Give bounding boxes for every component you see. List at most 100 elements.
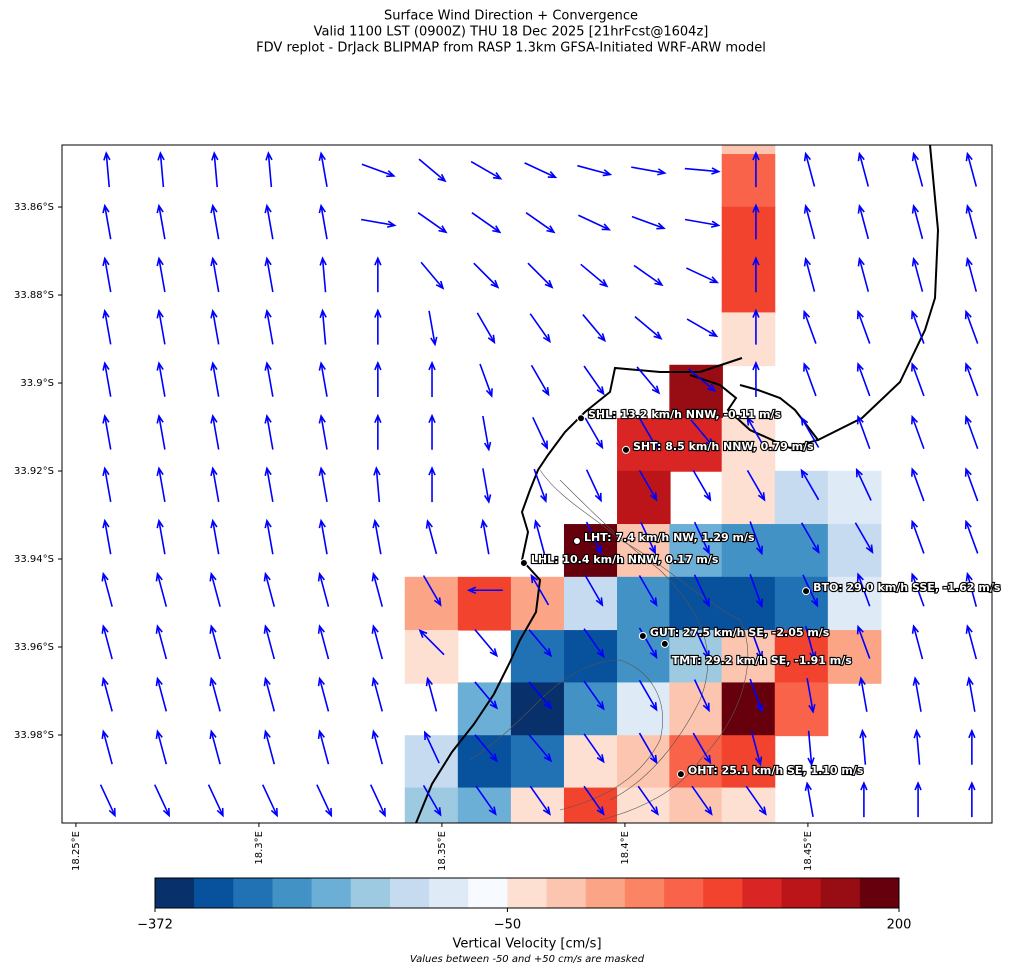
convergence-cell (617, 470, 671, 525)
wind-arrow (209, 729, 221, 765)
wind-arrow (102, 256, 112, 293)
wind-arrow (584, 417, 604, 450)
colorbar-swatch (272, 878, 312, 908)
wind-arrow (317, 676, 330, 712)
wind-arrow (856, 414, 871, 449)
wind-arrow (261, 784, 278, 818)
wind-arrow (209, 676, 221, 712)
wind-arrow (99, 784, 116, 818)
convergence-cell (721, 260, 776, 314)
wind-arrow (752, 203, 760, 240)
convergence-cell (721, 418, 776, 472)
wind-arrow (640, 521, 657, 555)
wind-arrow (638, 575, 658, 607)
convergence-cell (721, 576, 776, 631)
wind-arrow (749, 574, 763, 609)
x-tick-label: 18.25°E (71, 831, 82, 871)
convergence-cell (721, 470, 776, 525)
wind-arrow (911, 519, 925, 554)
wind-arrow (210, 203, 220, 240)
wind-arrow (582, 314, 607, 343)
y-tick-label: 33.92°S (14, 466, 54, 477)
wind-arrow (631, 166, 667, 176)
wind-arrow (418, 629, 445, 656)
wind-arrow (854, 522, 874, 554)
wind-arrow (692, 469, 712, 502)
wind-arrow (264, 256, 274, 293)
station-marker (802, 587, 811, 596)
coast-line (817, 145, 940, 441)
convergence-cell (721, 787, 776, 823)
wind-arrow (482, 415, 492, 452)
wind-arrow (533, 468, 548, 503)
colorbar-swatch (859, 878, 900, 908)
convergence-cell (774, 630, 829, 684)
colorbar-tick-label: 200 (887, 918, 912, 933)
wind-arrow (688, 368, 717, 393)
colorbar-swatch (585, 878, 626, 908)
wind-arrow (475, 785, 497, 816)
y-tick-label: 33.9°S (20, 378, 54, 389)
convergence-cell (617, 576, 671, 631)
colorbar-note: Values between -50 and +50 cm/s are mask… (410, 954, 645, 965)
convergence-cell (669, 364, 723, 419)
wind-arrow (264, 361, 274, 397)
convergence-cell (721, 312, 776, 367)
wind-arrow (482, 468, 492, 504)
wind-arrow (856, 309, 871, 344)
wind-arrow (156, 466, 166, 502)
wind-arrow (524, 162, 558, 179)
convergence-cell (827, 576, 882, 631)
wind-arrow (210, 308, 220, 345)
wind-arrow (361, 163, 396, 178)
wind-arrow (318, 151, 328, 187)
wind-arrow (577, 164, 613, 177)
wind-arrow (264, 308, 274, 345)
convergence-cell (563, 524, 618, 578)
wind-arrow (633, 264, 664, 287)
colorbar-tick-label: −372 (137, 918, 173, 933)
wind-arrow (856, 624, 871, 659)
plot-frame (61, 144, 993, 824)
wind-arrow (804, 781, 814, 818)
colorbar-swatch (820, 878, 861, 908)
wind-arrow (369, 784, 386, 818)
terrain-contour (559, 479, 709, 801)
convergence-cell (669, 630, 723, 684)
wind-arrow (686, 318, 719, 338)
convergence-cell (721, 735, 776, 789)
wind-arrow (583, 785, 605, 816)
wind-arrow (102, 466, 112, 502)
station-marker (638, 632, 647, 641)
convergence-cell (721, 630, 776, 684)
wind-arrow (209, 571, 221, 607)
wind-arrow (856, 572, 871, 607)
wind-arrow (210, 361, 220, 397)
wind-arrow (578, 214, 612, 231)
wind-arrow (371, 729, 384, 765)
wind-arrow (155, 624, 168, 660)
wind-arrow (858, 676, 868, 712)
wind-arrow (860, 781, 868, 818)
wind-arrow (423, 730, 440, 764)
station-marker (519, 558, 528, 567)
wind-arrow (374, 256, 382, 293)
wind-arrow (102, 414, 112, 450)
wind-arrow (428, 466, 436, 503)
station-marker (622, 445, 631, 454)
wind-arrow (156, 308, 166, 345)
wind-arrow (638, 679, 658, 712)
wind-arrow (318, 361, 328, 397)
wind-arrow (745, 785, 767, 816)
convergence-cell (827, 524, 882, 578)
wind-arrow (428, 413, 436, 450)
wind-arrow (318, 518, 328, 555)
x-tick-label: 18.4°E (620, 831, 631, 865)
wind-arrow (530, 364, 550, 397)
wind-arrow (102, 308, 112, 345)
wind-arrow (749, 626, 763, 661)
convergence-cell (721, 524, 776, 578)
wind-arrow (749, 678, 763, 713)
wind-arrow (209, 624, 221, 660)
wind-arrow (965, 151, 978, 187)
